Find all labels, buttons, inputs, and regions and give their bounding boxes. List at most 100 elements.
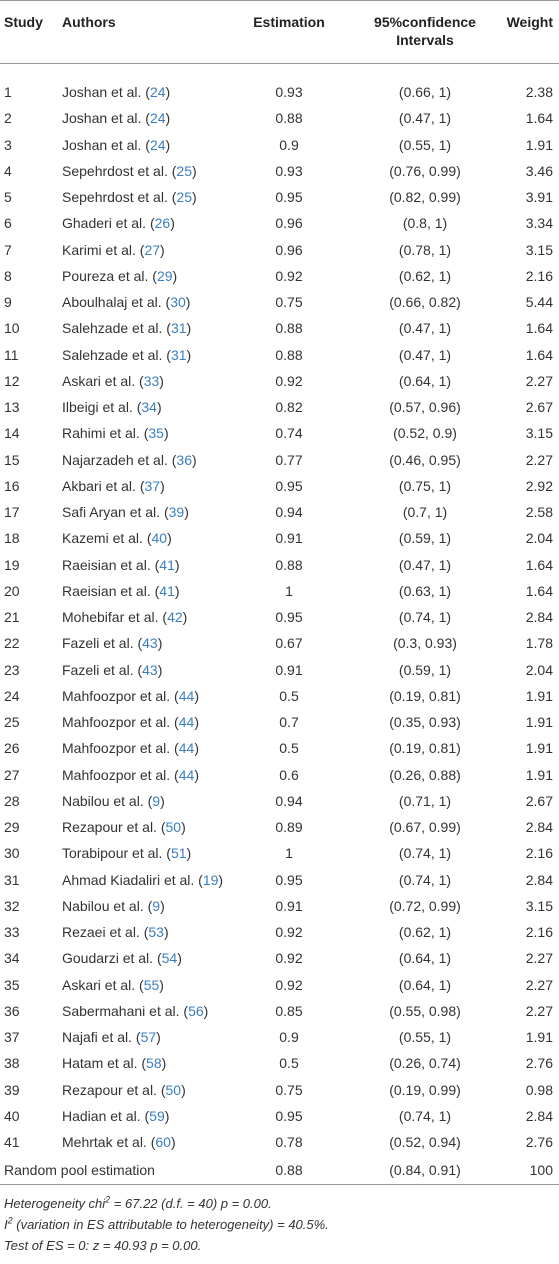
- reference-link[interactable]: 55: [143, 976, 160, 993]
- ci: (0.19, 0.81): [389, 687, 461, 704]
- reference-link[interactable]: 24: [149, 110, 166, 127]
- reference-link[interactable]: 26: [154, 215, 171, 232]
- study: 38: [4, 1055, 20, 1072]
- reference-link[interactable]: 39: [168, 504, 185, 520]
- study: 5: [4, 189, 12, 205]
- weight: 1.64: [525, 110, 553, 127]
- reference-link[interactable]: 44: [178, 714, 195, 730]
- reference-link[interactable]: 41: [159, 582, 175, 599]
- reference-link[interactable]: 57: [140, 1029, 157, 1045]
- study: 27: [4, 766, 20, 783]
- estimation: 1: [285, 582, 293, 599]
- weight: 1.78: [525, 635, 553, 652]
- estimation: 0.92: [275, 924, 303, 940]
- estimation: 0.96: [275, 241, 303, 258]
- weight: 1.91: [525, 1029, 553, 1045]
- reference-link[interactable]: 31: [170, 320, 187, 337]
- estimation: 0.92: [275, 267, 303, 284]
- authors: Sepehrdost et al. (25): [62, 162, 197, 179]
- reference-link[interactable]: 35: [148, 425, 164, 442]
- reference-link[interactable]: 42: [167, 609, 183, 625]
- reference-link[interactable]: 50: [165, 819, 182, 835]
- study: 6: [4, 215, 12, 232]
- header-ci: 95%confidence Intervals: [374, 14, 476, 48]
- weight: 2.67: [525, 792, 553, 809]
- estimation: 0.5: [279, 740, 299, 757]
- weight: 2.16: [525, 924, 553, 940]
- authors: Fazeli et al. (43): [62, 661, 163, 678]
- reference-link[interactable]: 43: [142, 661, 158, 678]
- study: 4: [4, 162, 12, 179]
- reference-link[interactable]: 53: [148, 924, 164, 940]
- reference-link[interactable]: 50: [165, 1081, 182, 1098]
- weight: 1.64: [525, 556, 553, 573]
- reference-link[interactable]: 37: [144, 477, 161, 494]
- estimation: 0.75: [275, 1081, 303, 1098]
- authors: Hatam et al. (58): [62, 1055, 167, 1072]
- reference-link[interactable]: 27: [144, 241, 161, 258]
- reference-link[interactable]: 54: [161, 950, 178, 967]
- reference-link[interactable]: 9: [152, 897, 161, 914]
- reference-link[interactable]: 43: [142, 635, 158, 652]
- reference-link[interactable]: 34: [141, 399, 157, 415]
- ci: (0.71, 1): [398, 792, 452, 809]
- reference-link[interactable]: 59: [149, 1107, 165, 1124]
- authors: Askari et al. (55): [62, 976, 164, 993]
- reference-link[interactable]: 36: [176, 451, 192, 468]
- weight: 2.27: [525, 451, 553, 468]
- ci: (0.7, 1): [402, 504, 448, 520]
- authors: Aboulhalaj et al. (30): [62, 294, 191, 310]
- reference-link[interactable]: 44: [178, 687, 195, 704]
- reference-link[interactable]: 41: [159, 556, 175, 573]
- reference-link[interactable]: 58: [146, 1055, 162, 1072]
- estimation: 0.77: [275, 451, 303, 468]
- reference-link[interactable]: 33: [143, 372, 160, 389]
- study: 30: [4, 845, 20, 862]
- weight: 0.98: [525, 1081, 553, 1098]
- reference-link[interactable]: 25: [176, 189, 192, 205]
- study: 23: [4, 661, 20, 678]
- estimation: 0.75: [275, 294, 303, 310]
- reference-link[interactable]: 31: [170, 346, 187, 363]
- estimation: 0.91: [275, 897, 303, 914]
- reference-link[interactable]: 24: [149, 84, 166, 100]
- estimation: 0.96: [275, 215, 303, 232]
- estimation: 0.7: [279, 714, 299, 730]
- ci: (0.62, 1): [398, 924, 452, 940]
- estimation: 0.89: [275, 819, 303, 835]
- reference-link[interactable]: 19: [202, 871, 219, 888]
- weight: 2.04: [525, 661, 553, 678]
- authors: Mohebifar et al. (42): [62, 609, 188, 625]
- reference-link[interactable]: 44: [178, 740, 195, 757]
- ci: (0.74, 1): [398, 609, 452, 625]
- weight: 2.84: [525, 871, 553, 888]
- authors: Mehrtak et al. (60): [62, 1134, 176, 1150]
- authors: Ilbeigi et al. (34): [62, 399, 162, 415]
- reference-link[interactable]: 60: [155, 1134, 171, 1150]
- reference-link[interactable]: 44: [178, 766, 195, 783]
- study: 37: [4, 1029, 20, 1045]
- estimation: 0.91: [275, 530, 303, 547]
- study: 10: [4, 320, 20, 337]
- study: 31: [4, 871, 20, 888]
- reference-link[interactable]: 24: [149, 136, 166, 153]
- reference-link[interactable]: 29: [156, 267, 173, 284]
- reference-link[interactable]: 40: [151, 530, 168, 547]
- footnote-text: (variation in ES attributable to heterog…: [12, 1217, 329, 1232]
- estimation: 0.93: [275, 84, 303, 100]
- reference-link[interactable]: 30: [170, 294, 186, 310]
- reference-link[interactable]: 9: [152, 792, 161, 809]
- authors: Najarzadeh et al. (36): [62, 451, 197, 468]
- weight: 1.91: [525, 136, 553, 153]
- study: 11: [4, 346, 19, 363]
- reference-link[interactable]: 51: [170, 845, 187, 862]
- reference-link[interactable]: 25: [176, 162, 192, 179]
- summary-label: Random pool estimation: [4, 1162, 155, 1178]
- estimation: 0.9: [279, 136, 299, 153]
- footnote-superscript: 2: [7, 1215, 13, 1226]
- weight: 2.92: [525, 477, 553, 494]
- estimation: 0.94: [275, 504, 303, 520]
- estimation: 0.78: [275, 1134, 303, 1150]
- reference-link[interactable]: 56: [188, 1002, 204, 1019]
